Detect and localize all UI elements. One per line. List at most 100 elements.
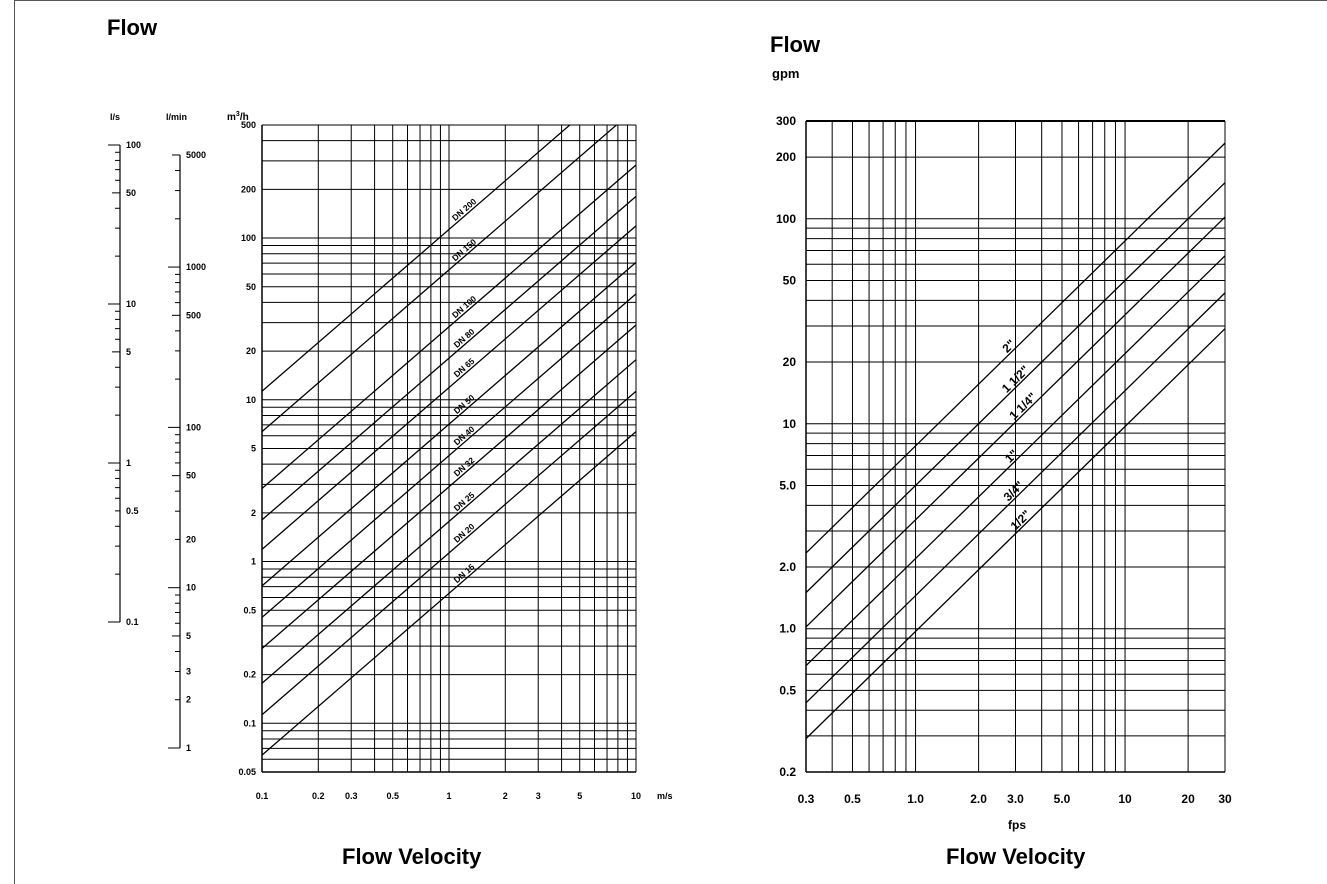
right-chart-footer: Flow Velocity [946,844,1086,869]
series-label: 1" [1002,447,1021,466]
series-line [261,324,637,650]
x-tick-label: 0.5 [386,791,399,801]
side-scale-label: 10 [126,299,136,309]
series-line [261,164,637,489]
y-tick-label: 0.05 [238,767,256,777]
y-tick-label: 200 [776,150,796,164]
side-scale-label: 0.1 [126,617,139,627]
y-tick-label: 10 [783,417,797,431]
series-label: 1/2" [1008,507,1034,533]
series-label: 3/4" [1001,478,1027,504]
side-scale-label: 50 [186,471,196,481]
y-tick-label: 50 [246,282,256,292]
side-scale-label: 50 [126,188,136,198]
side-scale-label: 20 [186,534,196,544]
y-tick-label: 20 [246,346,256,356]
y-tick-label: 10 [246,395,256,405]
series-line [261,124,617,433]
y-tick-label: 0.2 [779,765,796,779]
y-tick-label: 300 [776,114,796,128]
x-tick-label: 30 [1218,792,1232,806]
x-tick-label: 0.3 [798,792,815,806]
right-chart-ylabel: gpm [772,66,800,81]
y-unit-label: m3/h [227,111,249,123]
x-tick-label: 10 [1118,792,1132,806]
side-scale-label: 3 [186,667,191,677]
left-chart: 0.05 0.1 0.2 0.5 1 2 5 10 20 50 100 200 500 0.1 0.2 0.3… [108,111,673,801]
side-scale-label: 2 [186,695,191,705]
series-line [805,142,1226,554]
x-tick-label: 1.0 [907,792,924,806]
series-line [805,182,1226,594]
x-tick-label: 1 [446,791,451,801]
x-tick-label: 0.3 [345,791,358,801]
series-label: DN 150 [450,236,479,263]
y-tick-label: 0.5 [779,683,796,697]
y-tick-label: 500 [241,120,256,130]
series-label: 1 1/4" [1006,390,1039,423]
series-line [261,195,637,521]
x-tick-label: 0.2 [312,791,325,801]
side-scale-label: 5 [126,347,131,357]
right-chart-xlabel: fps [1008,818,1026,832]
side-scale-label: 10 [186,583,196,593]
y-tick-label: 20 [783,355,797,369]
side-scale-label: 1 [126,458,131,468]
side-scale-unit: l/s [110,112,120,122]
series-line [805,255,1226,667]
x-tick-label: 2.0 [970,792,987,806]
series-line [261,390,637,716]
right-chart: 0.2 0.5 1.0 2.0 5.0 10 20 50 100 200 300 0.3 0.5 1.0 2… [776,114,1232,806]
side-scale-label: 5000 [186,150,206,160]
side-scale-ls: 100 50 10 5 1 0.5 0.1 l/s [108,112,141,627]
y-tick-label: 0.5 [243,605,256,615]
x-tick-label: 3.0 [1007,792,1024,806]
side-scale-label: 100 [126,140,141,150]
x-tick-label: 2 [503,791,508,801]
y-tick-label: 5.0 [779,478,796,492]
y-tick-label: 1 [251,557,256,567]
side-scale-label: 1000 [186,262,206,272]
y-tick-label: 0.1 [243,718,256,728]
y-tick-label: 2.0 [779,560,796,574]
side-scale-label: 100 [186,422,201,432]
series-line [261,431,637,756]
y-tick-label: 100 [241,233,256,243]
series-line [261,293,637,618]
side-scale-label: 0.5 [126,506,139,516]
side-scale-label: 500 [186,310,201,320]
left-chart-footer: Flow Velocity [342,844,482,869]
right-chart-title: Flow [770,32,821,57]
x-tick-label: 20 [1181,792,1195,806]
y-tick-label: 2 [251,508,256,518]
left-chart-title: Flow [107,15,158,40]
y-tick-label: 0.2 [243,670,256,680]
side-scale-label: 5 [186,631,191,641]
series-line [805,328,1226,740]
y-tick-label: 1.0 [779,622,796,636]
x-tick-label: 5.0 [1054,792,1071,806]
x-unit-label: m/s [657,791,673,801]
series-line [805,292,1226,704]
x-tick-label: 0.5 [844,792,861,806]
series-line [261,359,637,684]
x-tick-label: 5 [577,791,582,801]
x-tick-label: 10 [631,791,641,801]
side-scale-label: 1 [186,743,191,753]
series-line [261,261,637,587]
series-label: DN 100 [450,293,479,320]
y-tick-label: 50 [783,273,797,287]
y-tick-label: 5 [251,444,256,454]
series-line [261,225,637,550]
x-tick-label: 3 [536,791,541,801]
y-tick-label: 100 [776,212,796,226]
series-line [261,124,571,392]
page-frame [14,0,1327,884]
x-tick-label: 0.1 [256,791,269,801]
side-scale-lmin: 5000 1000 500 100 50 20 10 5 3 2 1 l/min [166,112,206,753]
series-line [805,216,1226,628]
side-scale-unit: l/min [166,112,187,122]
series-label: DN 200 [450,196,479,223]
y-tick-label: 200 [241,184,256,194]
